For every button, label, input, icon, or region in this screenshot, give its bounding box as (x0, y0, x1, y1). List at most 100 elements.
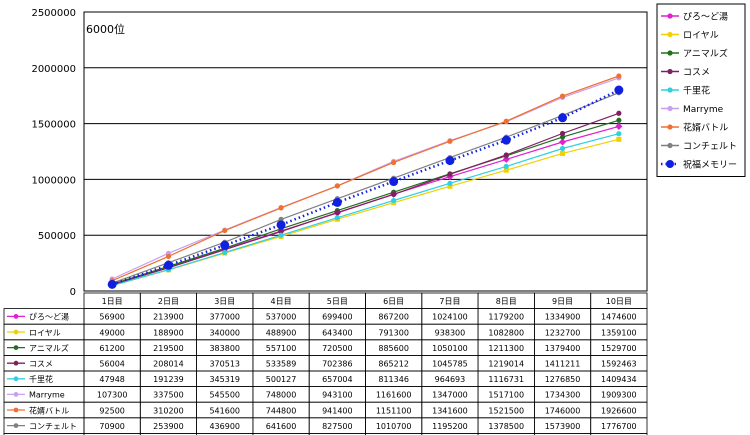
data-point (391, 159, 397, 166)
data-label: 1592463 (601, 360, 637, 369)
data-label: 1521500 (488, 406, 524, 415)
data-label: 1529700 (601, 344, 637, 353)
data-label: 1050100 (432, 344, 468, 353)
data-label: 370513 (209, 360, 240, 369)
table-cell (365, 432, 423, 435)
data-point (447, 138, 453, 144)
data-label: 1219014 (488, 360, 524, 369)
legend-swatch-marker (667, 31, 673, 38)
legend-label: Marryme (683, 105, 724, 115)
data-label: 213900 (153, 313, 184, 322)
data-label: 500127 (266, 375, 297, 384)
chart-annotation: 6000位 (86, 22, 125, 36)
data-point (447, 180, 453, 186)
data-label: 1378500 (488, 422, 524, 431)
table-row-label: Marryme (29, 391, 65, 400)
table-cell (139, 432, 198, 435)
data-label: 1926600 (601, 406, 637, 415)
data-label: 1573900 (545, 422, 581, 431)
data-label: 557100 (266, 344, 297, 353)
legend-swatch-marker (667, 142, 673, 149)
data-point (222, 227, 228, 234)
table-row-label: ロイヤル (29, 328, 61, 337)
data-label: 545500 (209, 391, 240, 400)
legend-swatch-marker (667, 105, 673, 112)
data-point (332, 197, 342, 207)
y-tick-label: 2500000 (31, 8, 76, 19)
data-label: 641600 (266, 422, 297, 431)
legend-label: ぴろ～ど湯 (683, 12, 728, 23)
category-label: 5日目 (327, 297, 348, 306)
table-row-label: ぴろ～ど湯 (29, 312, 69, 322)
table-cell (590, 432, 648, 435)
data-label: 748000 (266, 391, 297, 400)
data-label: 938300 (435, 328, 466, 337)
series-line (112, 112, 620, 286)
data-point (616, 136, 622, 142)
legend-swatch-marker (667, 50, 673, 56)
data-label: 941400 (322, 406, 353, 415)
series-コンチェルト (109, 90, 622, 286)
y-axis-labels: 0 500000 1000000 1500000 2000000 2500000 (31, 8, 76, 298)
legend-item: ぴろ～ど湯 (661, 12, 728, 23)
table-cell (308, 432, 366, 435)
data-label: 92500 (99, 406, 124, 415)
data-point (334, 210, 340, 216)
data-label: 1379400 (545, 344, 581, 353)
data-label: 1151100 (376, 406, 412, 415)
table-row-swatch-marker (13, 360, 19, 366)
data-point (503, 118, 509, 124)
data-label: 56004 (99, 360, 124, 369)
data-label: 1734300 (545, 391, 581, 400)
data-label: 720500 (322, 344, 353, 353)
data-label: 867200 (378, 313, 409, 322)
data-point (165, 253, 172, 259)
table-row-swatch-marker (13, 392, 19, 397)
series-Marryme (109, 75, 622, 282)
table-row-label: 花婿バトル (29, 405, 69, 415)
category-label: 4日目 (271, 297, 292, 306)
data-point (278, 228, 284, 235)
data-label: 107300 (97, 391, 128, 400)
category-label: 6日目 (383, 297, 404, 306)
data-label: 537000 (266, 313, 297, 322)
table-row-label: 千里花 (29, 374, 53, 384)
data-point (615, 122, 623, 130)
category-label: 10日目 (606, 297, 632, 306)
series-line (112, 119, 620, 285)
series-line (112, 133, 620, 287)
data-point (560, 150, 566, 156)
data-label: 541600 (209, 406, 240, 415)
data-label: 1411211 (545, 360, 581, 369)
legend-label: アニマルズ (683, 48, 728, 60)
data-label: 1116731 (488, 375, 524, 384)
data-point (276, 220, 286, 230)
data-point (107, 279, 117, 289)
table-cell (534, 432, 592, 435)
data-point (278, 232, 284, 238)
table-row-swatch-marker (13, 423, 19, 428)
data-label: 436900 (209, 422, 240, 431)
data-label: 827500 (322, 422, 353, 431)
category-label: 7日目 (439, 297, 460, 306)
data-label: 885600 (378, 344, 409, 353)
data-label: 1045785 (432, 360, 468, 369)
data-label: 865212 (378, 360, 409, 369)
series-lines (107, 73, 624, 289)
data-point (614, 85, 624, 95)
table-row-label: コスメ (29, 360, 53, 369)
data-label: 964693 (435, 375, 466, 384)
data-label: 49000 (99, 328, 124, 337)
data-label: 1359100 (601, 328, 637, 337)
data-point (389, 177, 399, 187)
legend-item: ロイヤル (661, 31, 719, 41)
data-label: 488900 (266, 328, 297, 337)
data-point (559, 145, 566, 152)
data-point (278, 205, 284, 211)
data-label: 337500 (153, 391, 184, 400)
table-cell (196, 432, 254, 435)
table-cell (477, 432, 535, 435)
category-label: 8日目 (496, 297, 517, 306)
